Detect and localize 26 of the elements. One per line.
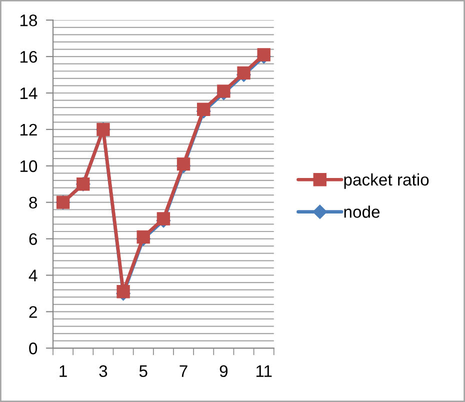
point (257, 48, 270, 62)
legend-label: node (344, 206, 380, 218)
x-tick-label: 5 (139, 365, 148, 378)
y-tick-label: 10 (20, 160, 38, 172)
y-tick-label: 4 (28, 270, 38, 282)
point (197, 102, 210, 116)
y-tick-label: 8 (29, 196, 38, 209)
point (217, 84, 230, 98)
point (136, 230, 150, 244)
x-tick-label: 11 (256, 365, 272, 377)
y-tick-label: 14 (20, 88, 38, 100)
point (116, 285, 130, 298)
x-tick-label: 3 (99, 365, 108, 378)
x-tick-label: 1 (60, 365, 67, 377)
point (156, 212, 170, 226)
y-tick-label: 18 (20, 14, 38, 26)
y-tick-label: 12 (20, 124, 37, 136)
y-tick-label: 0 (29, 342, 38, 354)
legend-label: packet ratio (344, 173, 429, 189)
y-tick-label: 2 (29, 306, 37, 318)
x-tick-label: 7 (180, 365, 188, 377)
point (237, 66, 250, 80)
point (176, 157, 190, 171)
y-tick-label: 6 (29, 233, 37, 245)
y-tick-label: 16 (20, 50, 37, 63)
x-tick-label: 9 (220, 365, 228, 378)
